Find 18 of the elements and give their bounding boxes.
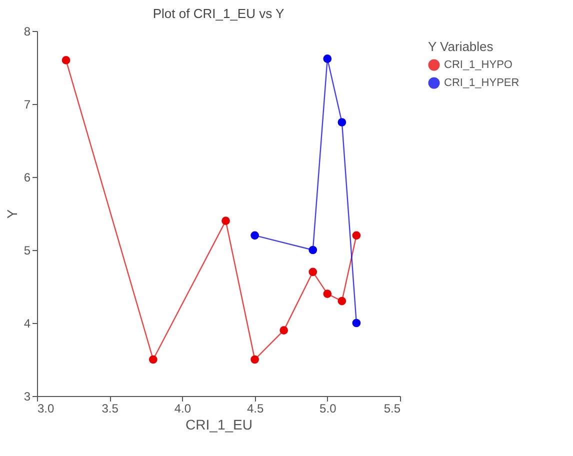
legend-title: Y Variables [428, 39, 494, 54]
chart-title: Plot of CRI_1_EU vs Y [152, 6, 284, 21]
legend-label: CRI_1_HYPER [444, 77, 520, 89]
x-tick-label: 3.5 [102, 402, 119, 416]
y-tick-label: 3 [24, 390, 31, 404]
y-tick-label: 8 [24, 24, 31, 38]
x-tick-label: 3.0 [38, 402, 55, 416]
y-tick-label: 4 [24, 316, 31, 330]
y-tick-label: 6 [24, 170, 31, 184]
x-tick-label: 5.0 [320, 402, 337, 416]
x-tick-label: 5.5 [384, 402, 401, 416]
legend-label: CRI_1_HYPO [444, 59, 513, 71]
x-axis-title: CRI_1_EU [186, 416, 252, 432]
y-axis-title: Y [4, 208, 20, 219]
y-tick-label: 7 [24, 98, 31, 112]
x-tick-label: 4.5 [246, 402, 264, 416]
x-tick-label: 4.0 [174, 402, 192, 416]
y-tick-label: 5 [24, 244, 31, 258]
